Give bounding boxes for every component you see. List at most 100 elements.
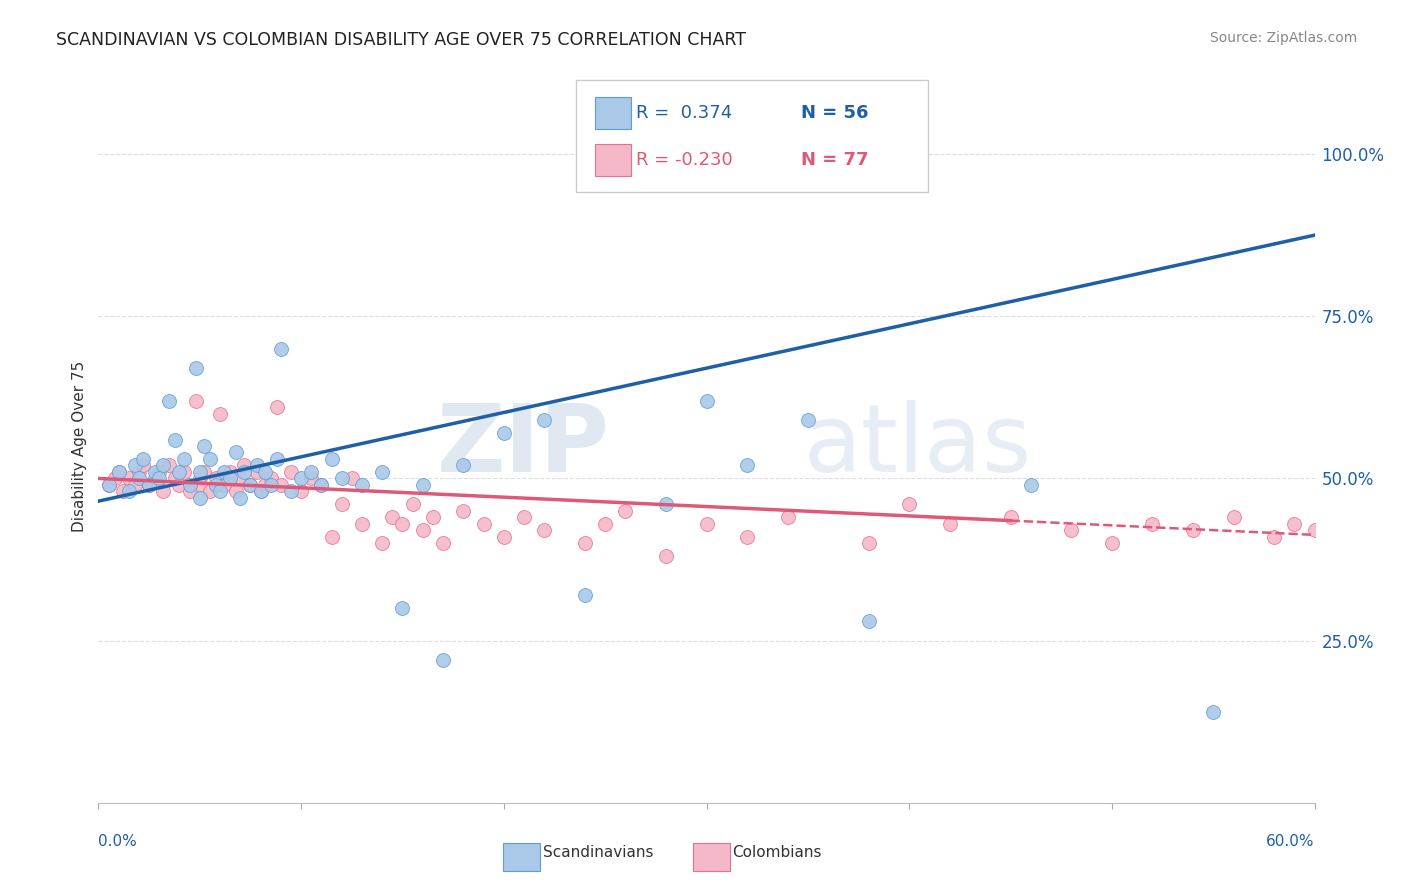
Point <box>655 497 678 511</box>
Point <box>198 452 221 467</box>
Text: 0.0%: 0.0% <box>98 834 138 849</box>
Point <box>143 471 166 485</box>
Point <box>453 504 475 518</box>
Point <box>858 536 880 550</box>
Point <box>104 471 127 485</box>
Point <box>148 465 170 479</box>
Point <box>533 524 555 538</box>
Point <box>193 439 215 453</box>
Point <box>311 478 333 492</box>
Point <box>249 484 271 499</box>
Point <box>453 458 475 473</box>
Point <box>1101 536 1123 550</box>
Point <box>169 465 191 479</box>
Point <box>111 484 134 499</box>
Point <box>260 471 283 485</box>
Point <box>165 433 187 447</box>
Point <box>107 465 129 479</box>
Point <box>280 465 302 479</box>
Point <box>219 465 242 479</box>
Point <box>280 484 302 499</box>
Point <box>574 536 596 550</box>
Point <box>138 478 160 492</box>
Point <box>776 510 799 524</box>
Point <box>614 504 637 518</box>
Point <box>797 413 820 427</box>
Point <box>245 458 267 473</box>
Point <box>179 484 201 499</box>
Point <box>321 530 343 544</box>
Point <box>1142 516 1164 531</box>
Point <box>1323 510 1346 524</box>
Point <box>270 342 292 356</box>
Point <box>253 465 276 479</box>
Point <box>184 361 207 376</box>
Point <box>124 478 146 492</box>
Point <box>696 516 718 531</box>
Point <box>239 478 262 492</box>
Point <box>1344 524 1367 538</box>
Point <box>533 413 555 427</box>
Point <box>350 478 373 492</box>
Point <box>205 471 228 485</box>
Point <box>290 471 312 485</box>
Point <box>412 478 434 492</box>
Point <box>1060 524 1083 538</box>
Point <box>1202 705 1225 719</box>
Point <box>371 536 394 550</box>
Text: SCANDINAVIAN VS COLOMBIAN DISABILITY AGE OVER 75 CORRELATION CHART: SCANDINAVIAN VS COLOMBIAN DISABILITY AGE… <box>56 31 747 49</box>
Point <box>198 484 221 499</box>
Text: 60.0%: 60.0% <box>1267 834 1315 849</box>
Point <box>173 465 195 479</box>
Point <box>138 478 160 492</box>
Point <box>898 497 921 511</box>
Point <box>432 653 454 667</box>
Point <box>97 478 120 492</box>
Point <box>157 458 180 473</box>
Point <box>593 516 616 531</box>
Point <box>513 510 536 524</box>
Point <box>209 484 232 499</box>
Point <box>209 407 232 421</box>
Point <box>152 484 174 499</box>
Point <box>233 465 256 479</box>
Point <box>655 549 678 564</box>
Point <box>321 452 343 467</box>
Point <box>143 465 166 479</box>
Text: Source: ZipAtlas.com: Source: ZipAtlas.com <box>1209 31 1357 45</box>
Point <box>128 465 150 479</box>
Point <box>858 614 880 628</box>
Point <box>422 510 444 524</box>
Text: atlas: atlas <box>804 400 1032 492</box>
Point <box>939 516 962 531</box>
Point <box>574 588 596 602</box>
Point <box>229 471 252 485</box>
Point <box>233 458 256 473</box>
Point <box>299 465 322 479</box>
Point <box>266 452 288 467</box>
Point <box>1000 510 1022 524</box>
Point <box>118 484 141 499</box>
Point <box>401 497 423 511</box>
Y-axis label: Disability Age Over 75: Disability Age Over 75 <box>72 360 87 532</box>
Point <box>391 516 413 531</box>
Point <box>212 478 235 492</box>
Point <box>132 458 155 473</box>
Point <box>118 471 141 485</box>
Text: Scandinavians: Scandinavians <box>543 846 654 860</box>
Point <box>249 484 271 499</box>
Point <box>412 524 434 538</box>
Point <box>330 497 353 511</box>
Point <box>212 465 235 479</box>
Point <box>1222 510 1244 524</box>
Point <box>299 471 322 485</box>
Text: R =  0.374: R = 0.374 <box>636 104 731 122</box>
Point <box>132 452 155 467</box>
Point <box>152 458 174 473</box>
Point <box>188 491 211 505</box>
Point <box>350 516 373 531</box>
Point <box>179 478 201 492</box>
Point <box>340 471 363 485</box>
Point <box>219 471 242 485</box>
Text: R = -0.230: R = -0.230 <box>636 151 733 169</box>
